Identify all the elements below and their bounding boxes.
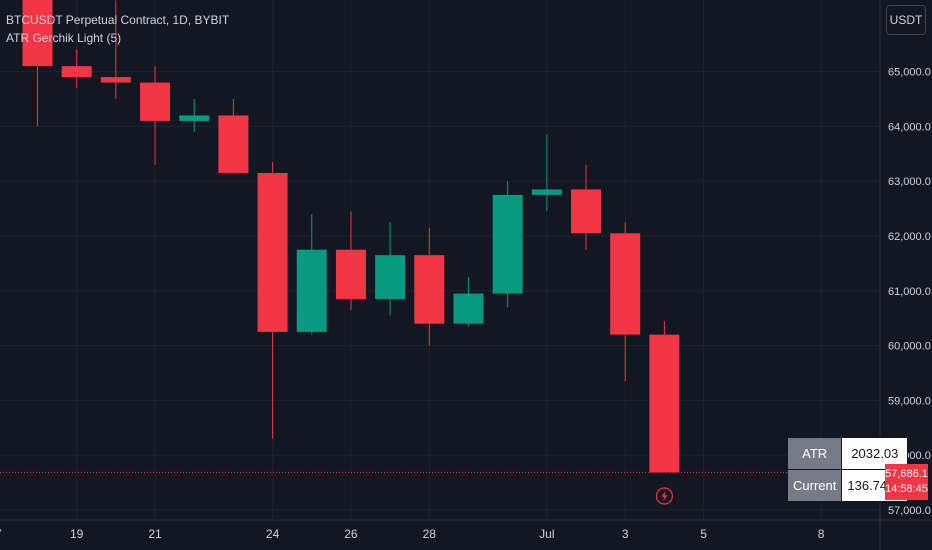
candle-body <box>218 115 249 173</box>
candle[interactable] <box>610 222 641 382</box>
candle-body <box>531 189 562 195</box>
candle[interactable] <box>649 320 680 473</box>
symbol-title[interactable]: BTCUSDT Perpetual Contract, 1D, BYBIT <box>6 13 230 27</box>
candle[interactable] <box>179 99 210 132</box>
x-tick-label: 21 <box>148 527 162 541</box>
lightning-icon[interactable] <box>655 487 673 505</box>
candle[interactable] <box>531 134 562 212</box>
x-tick-label: Jul <box>539 527 554 541</box>
y-tick-label: 64,000.0 <box>888 121 931 133</box>
candle-body <box>335 249 366 300</box>
candle[interactable] <box>296 214 327 335</box>
candle[interactable] <box>140 66 171 165</box>
candle-body <box>492 194 523 294</box>
candle-body <box>453 293 484 324</box>
candle-body <box>610 233 641 335</box>
candle-body <box>100 77 131 83</box>
candle-body <box>414 255 445 324</box>
x-tick-label: 5 <box>700 527 707 541</box>
y-tick-label: 65,000.0 <box>888 67 931 79</box>
candles[interactable] <box>22 0 680 473</box>
indicator-title[interactable]: ATR Gerchik Light (5) <box>6 31 122 45</box>
x-tick-label: 7 <box>0 527 2 541</box>
atr-row: ATR 2032.03 <box>786 437 909 470</box>
last-price-value: 57,686.1 <box>885 468 928 480</box>
candle[interactable] <box>218 99 249 173</box>
candle-body <box>571 189 602 234</box>
candle[interactable] <box>61 49 92 89</box>
candle-body <box>140 82 171 121</box>
candle[interactable] <box>375 222 406 316</box>
x-tick-label: 24 <box>266 527 280 541</box>
candle[interactable] <box>100 0 131 99</box>
candle-body <box>649 334 680 473</box>
y-tick-label: 61,000.0 <box>888 286 931 298</box>
x-tick-label: 8 <box>818 527 825 541</box>
chart-legend: BTCUSDT Perpetual Contract, 1D, BYBIT AT… <box>6 11 229 47</box>
candle[interactable] <box>453 277 484 327</box>
x-tick-label: 28 <box>423 527 437 541</box>
x-tick-label: 3 <box>622 527 629 541</box>
candle[interactable] <box>414 227 445 346</box>
current-label: Current <box>786 469 843 502</box>
y-tick-label: 60,000.0 <box>888 341 931 353</box>
candle[interactable] <box>22 0 53 127</box>
y-tick-label: 59,000.0 <box>888 395 931 407</box>
y-tick-label: 62,000.0 <box>888 231 931 243</box>
last-price-tag: 57,686.1 14:58:45 <box>885 464 928 500</box>
atr-label: ATR <box>786 437 843 470</box>
x-tick-label: 26 <box>344 527 358 541</box>
candle-body <box>179 115 210 121</box>
candle-body <box>257 172 288 332</box>
candle-body <box>296 249 327 332</box>
candle-body <box>375 255 406 300</box>
x-tick-label: 19 <box>70 527 84 541</box>
candle[interactable] <box>571 164 602 250</box>
candle[interactable] <box>492 181 523 308</box>
signal-marker[interactable] <box>655 487 673 505</box>
y-tick-label: 63,000.0 <box>888 176 931 188</box>
candle-body <box>61 66 92 78</box>
candle-body <box>22 0 53 67</box>
y-tick-label: 57,000.0 <box>888 505 931 517</box>
candle[interactable] <box>335 211 366 310</box>
candle[interactable] <box>257 162 288 439</box>
currency-button[interactable]: USDT <box>886 5 926 35</box>
bar-countdown: 14:58:45 <box>885 483 928 495</box>
